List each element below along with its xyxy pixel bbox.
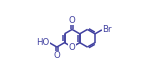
- Text: O: O: [54, 51, 60, 60]
- Text: HO: HO: [36, 38, 49, 47]
- Text: O: O: [69, 16, 76, 25]
- Text: Br: Br: [102, 25, 111, 34]
- Text: O: O: [69, 43, 76, 52]
